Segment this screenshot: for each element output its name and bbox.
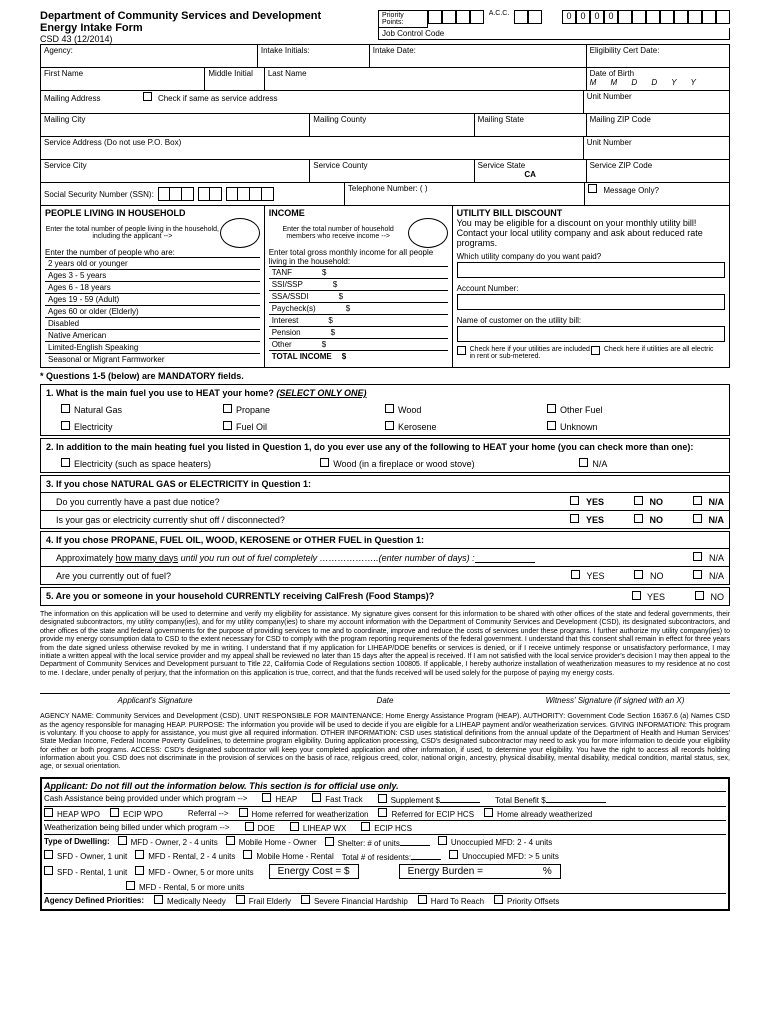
form-header: Department of Community Services and Dev… (40, 10, 730, 44)
mail-county[interactable]: Mailing County (310, 114, 474, 136)
priority-label: Priority Points: (378, 10, 428, 28)
dept-name: Department of Community Services and Dev… (40, 10, 378, 22)
question-1: 1. What is the main fuel you use to HEAT… (40, 384, 730, 436)
utility-company-input[interactable] (457, 262, 725, 278)
unit-number[interactable]: Unit Number (584, 91, 729, 113)
dob-field[interactable]: Date of Birth M M D D Y Y (587, 68, 729, 90)
last-name[interactable]: Last Name (265, 68, 587, 90)
income-count-oval[interactable] (408, 218, 448, 248)
job-code-label: Job Control Code (378, 28, 730, 40)
mail-state[interactable]: Mailing State (475, 114, 587, 136)
question-4: 4. If you chose PROPANE, FUEL OIL, WOOD,… (40, 531, 730, 585)
days-input[interactable] (475, 553, 535, 563)
people-count-oval[interactable] (220, 218, 260, 248)
question-5: 5. Are you or someone in your household … (40, 587, 730, 606)
svc-zip[interactable]: Service ZIP Code (587, 160, 729, 182)
household-section: PEOPLE LIVING IN HOUSEHOLD Enter the tot… (41, 206, 265, 367)
income-section: INCOME Enter the total number of househo… (265, 206, 453, 367)
question-2: 2. In addition to the main heating fuel … (40, 438, 730, 473)
customer-name-input[interactable] (457, 326, 725, 342)
agency-info: AGENCY NAME: Community Services and Deve… (40, 713, 730, 772)
signature-row: Applicant's Signature Date Witness' Sign… (40, 693, 730, 705)
form-code: CSD 43 (12/2014) (40, 34, 378, 44)
intake-date[interactable]: Intake Date: (370, 45, 587, 67)
mandatory-note: * Questions 1-5 (below) are MANDATORY fi… (40, 371, 730, 381)
agency-field[interactable]: Agency: (41, 45, 258, 67)
msg-only[interactable]: Message Only? (585, 183, 729, 205)
intake-initials[interactable]: Intake Initials: (258, 45, 370, 67)
question-3: 3. If you chose NATURAL GAS or ELECTRICI… (40, 475, 730, 529)
mailing-address[interactable]: Mailing Address Check if same as service… (41, 91, 584, 113)
account-number-input[interactable] (457, 294, 725, 310)
first-name[interactable]: First Name (41, 68, 205, 90)
phone-field[interactable]: Telephone Number: ( ) (345, 183, 585, 205)
mail-city[interactable]: Mailing City (41, 114, 310, 136)
utility-section: UTILITY BILL DISCOUNT You may be eligibl… (453, 206, 729, 367)
elig-cert[interactable]: Eligibility Cert Date: (587, 45, 729, 67)
svc-state[interactable]: Service State CA (475, 160, 587, 182)
form-title: Energy Intake Form (40, 22, 378, 34)
svc-city[interactable]: Service City (41, 160, 310, 182)
middle-initial[interactable]: Middle Initial (205, 68, 264, 90)
ssn-field[interactable]: Social Security Number (SSN): (41, 183, 345, 205)
mail-zip[interactable]: Mailing ZIP Code (587, 114, 729, 136)
official-use-section: Applicant: Do not fill out the informati… (40, 777, 730, 911)
svc-county[interactable]: Service County (310, 160, 474, 182)
disclaimer-text: The information on this application will… (40, 611, 730, 678)
same-addr-checkbox[interactable] (143, 92, 152, 101)
service-address[interactable]: Service Address (Do not use P.O. Box) (41, 137, 584, 159)
svc-unit[interactable]: Unit Number (584, 137, 729, 159)
